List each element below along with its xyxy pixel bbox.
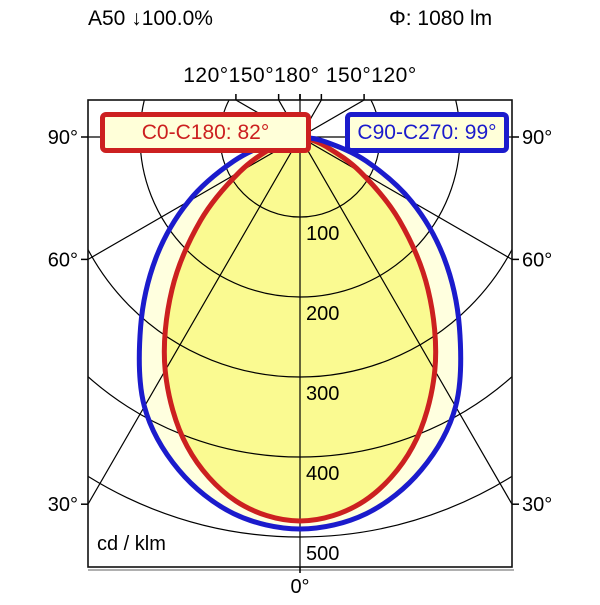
curve-c0-c180 [161, 134, 439, 524]
radial-tick-label-100: 100 [306, 223, 339, 245]
frame-ticks [81, 94, 519, 573]
radial-tick-label-300: 300 [306, 383, 339, 405]
radial-tick-label-400: 400 [306, 463, 339, 485]
angle-label-right-60: 60° [522, 249, 552, 271]
angle-label-left-90: 90° [48, 127, 78, 149]
angle-label-left-60: 60° [48, 249, 78, 271]
angle-label-left-30: 30° [48, 494, 78, 516]
legend-c90-c270: C90-C270: 99° [345, 112, 509, 153]
angle-label-right-30: 30° [522, 494, 552, 516]
upper-angle-axis-labels: 120°150°180° 150°120° [183, 64, 417, 87]
radial-tick-label-500: 500 [306, 543, 339, 565]
axis-labels: 90° 90° 60° 60° 30° 30° 100 200 300 400 500 cd / kl… [48, 127, 553, 598]
nadir-angle-label: 0° [290, 576, 309, 598]
curve-c90-c270 [136, 134, 464, 532]
legend-c0-c180-label: C0-C180: 82° [141, 120, 270, 144]
unit-label: cd / klm [97, 533, 166, 555]
legend-c90-c270-label: C90-C270: 99° [357, 120, 497, 144]
angle-label-right-90: 90° [522, 127, 552, 149]
header-source-label: A50 ↓100.0% [88, 7, 213, 30]
radial-tick-label-200: 200 [306, 303, 339, 325]
legend-c0-c180: C0-C180: 82° [100, 112, 311, 153]
header-flux-label: Φ: 1080 lm [389, 7, 493, 30]
